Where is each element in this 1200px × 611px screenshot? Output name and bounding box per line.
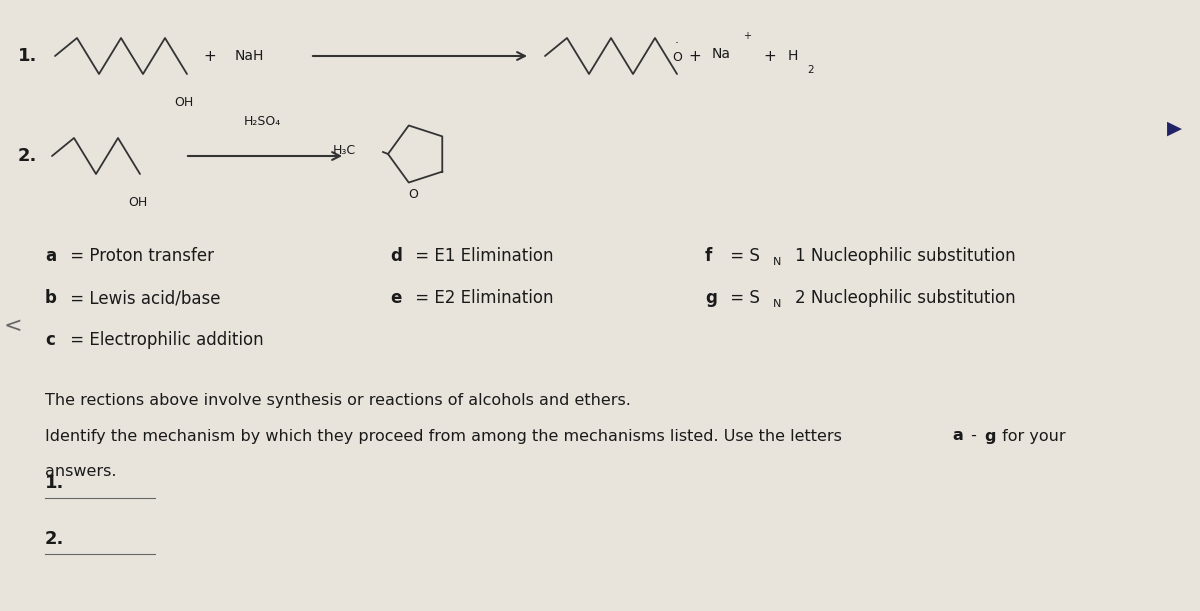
Text: -: - [966, 428, 982, 444]
Text: H₃C: H₃C [332, 144, 356, 156]
Text: f: f [706, 247, 713, 265]
Text: = Proton transfer: = Proton transfer [65, 247, 214, 265]
Text: O: O [408, 188, 418, 200]
Text: = Lewis acid/base: = Lewis acid/base [65, 289, 221, 307]
Text: N: N [773, 299, 781, 309]
Text: = E2 Elimination: = E2 Elimination [410, 289, 553, 307]
Text: g: g [984, 428, 996, 444]
Text: +: + [743, 31, 751, 41]
Text: 2.: 2. [46, 530, 65, 548]
Text: 2.: 2. [18, 147, 37, 165]
Text: +: + [763, 48, 776, 64]
Text: Identify the mechanism by which they proceed from among the mechanisms listed. U: Identify the mechanism by which they pro… [46, 428, 847, 444]
Text: for your: for your [997, 428, 1066, 444]
Text: Na: Na [712, 47, 731, 61]
Text: d: d [390, 247, 402, 265]
Text: = Electrophilic addition: = Electrophilic addition [65, 331, 264, 349]
Text: a: a [46, 247, 56, 265]
Text: = S: = S [725, 289, 760, 307]
Text: b: b [46, 289, 56, 307]
Text: <: < [4, 316, 23, 336]
Text: ·: · [674, 37, 679, 50]
Text: = S: = S [725, 247, 760, 265]
Text: The rections above involve synthesis or reactions of alcohols and ethers.: The rections above involve synthesis or … [46, 393, 631, 409]
Text: 1.: 1. [46, 474, 65, 492]
Text: OH: OH [174, 96, 193, 109]
Text: = E1 Elimination: = E1 Elimination [410, 247, 553, 265]
Text: a: a [952, 428, 962, 444]
Text: OH: OH [128, 196, 148, 209]
Text: O: O [672, 51, 682, 64]
Text: 2 Nucleophilic substitution: 2 Nucleophilic substitution [796, 289, 1015, 307]
Text: 1.: 1. [18, 47, 37, 65]
Text: +: + [689, 48, 701, 64]
Text: 1 Nucleophilic substitution: 1 Nucleophilic substitution [796, 247, 1015, 265]
Text: 2: 2 [808, 65, 814, 75]
Text: NaH: NaH [235, 49, 264, 63]
Text: c: c [46, 331, 55, 349]
Text: N: N [773, 257, 781, 267]
Text: g: g [706, 289, 716, 307]
Text: H: H [788, 49, 798, 63]
Text: ▶: ▶ [1166, 119, 1182, 137]
Text: H₂SO₄: H₂SO₄ [244, 115, 281, 128]
Text: e: e [390, 289, 401, 307]
Text: +: + [204, 48, 216, 64]
Text: answers.: answers. [46, 464, 116, 478]
